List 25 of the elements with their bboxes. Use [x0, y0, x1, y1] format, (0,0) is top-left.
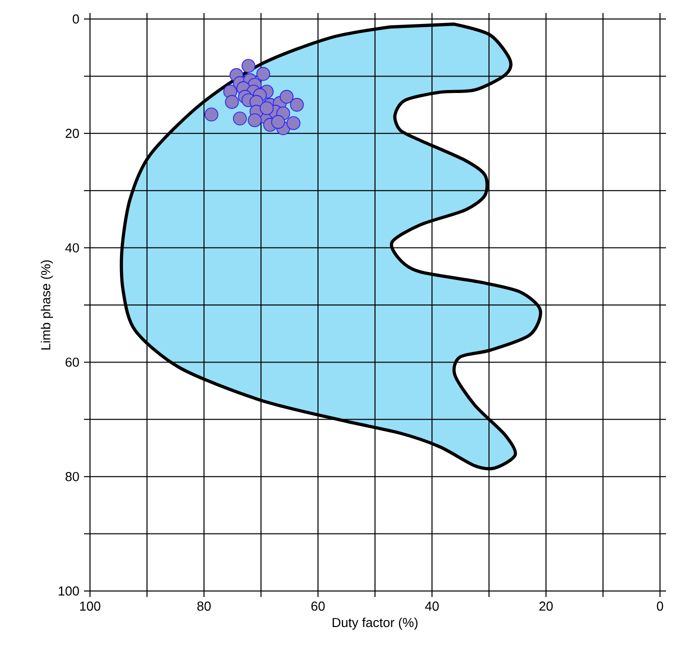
y-tick-label: 60 — [66, 358, 79, 367]
point — [260, 101, 274, 116]
point — [248, 113, 262, 128]
y-axis-title: Limb phase (%) — [40, 260, 53, 350]
x-tick-label: 0 — [656, 602, 664, 611]
point — [256, 67, 270, 81]
y-tick-label: 20 — [66, 128, 79, 138]
y-tick-label: 100 — [58, 586, 79, 596]
x-tick-label: 40 — [425, 602, 439, 611]
y-tick-label: 40 — [65, 243, 79, 252]
point — [271, 115, 285, 129]
point — [204, 108, 218, 122]
point — [242, 59, 256, 73]
x-tick-label: 100 — [80, 602, 100, 611]
point — [286, 116, 300, 130]
point — [280, 90, 294, 104]
point — [225, 95, 239, 109]
y-tick-label: 80 — [66, 472, 79, 482]
x-tick-label: 60 — [311, 602, 325, 611]
x-tick-label: 80 — [197, 602, 211, 611]
x-tick-label: 20 — [539, 602, 553, 611]
point — [290, 98, 304, 112]
point — [233, 112, 247, 126]
x-axis-title: Duty factor (%) — [332, 618, 418, 630]
y-tick-label: 0 — [72, 14, 79, 24]
